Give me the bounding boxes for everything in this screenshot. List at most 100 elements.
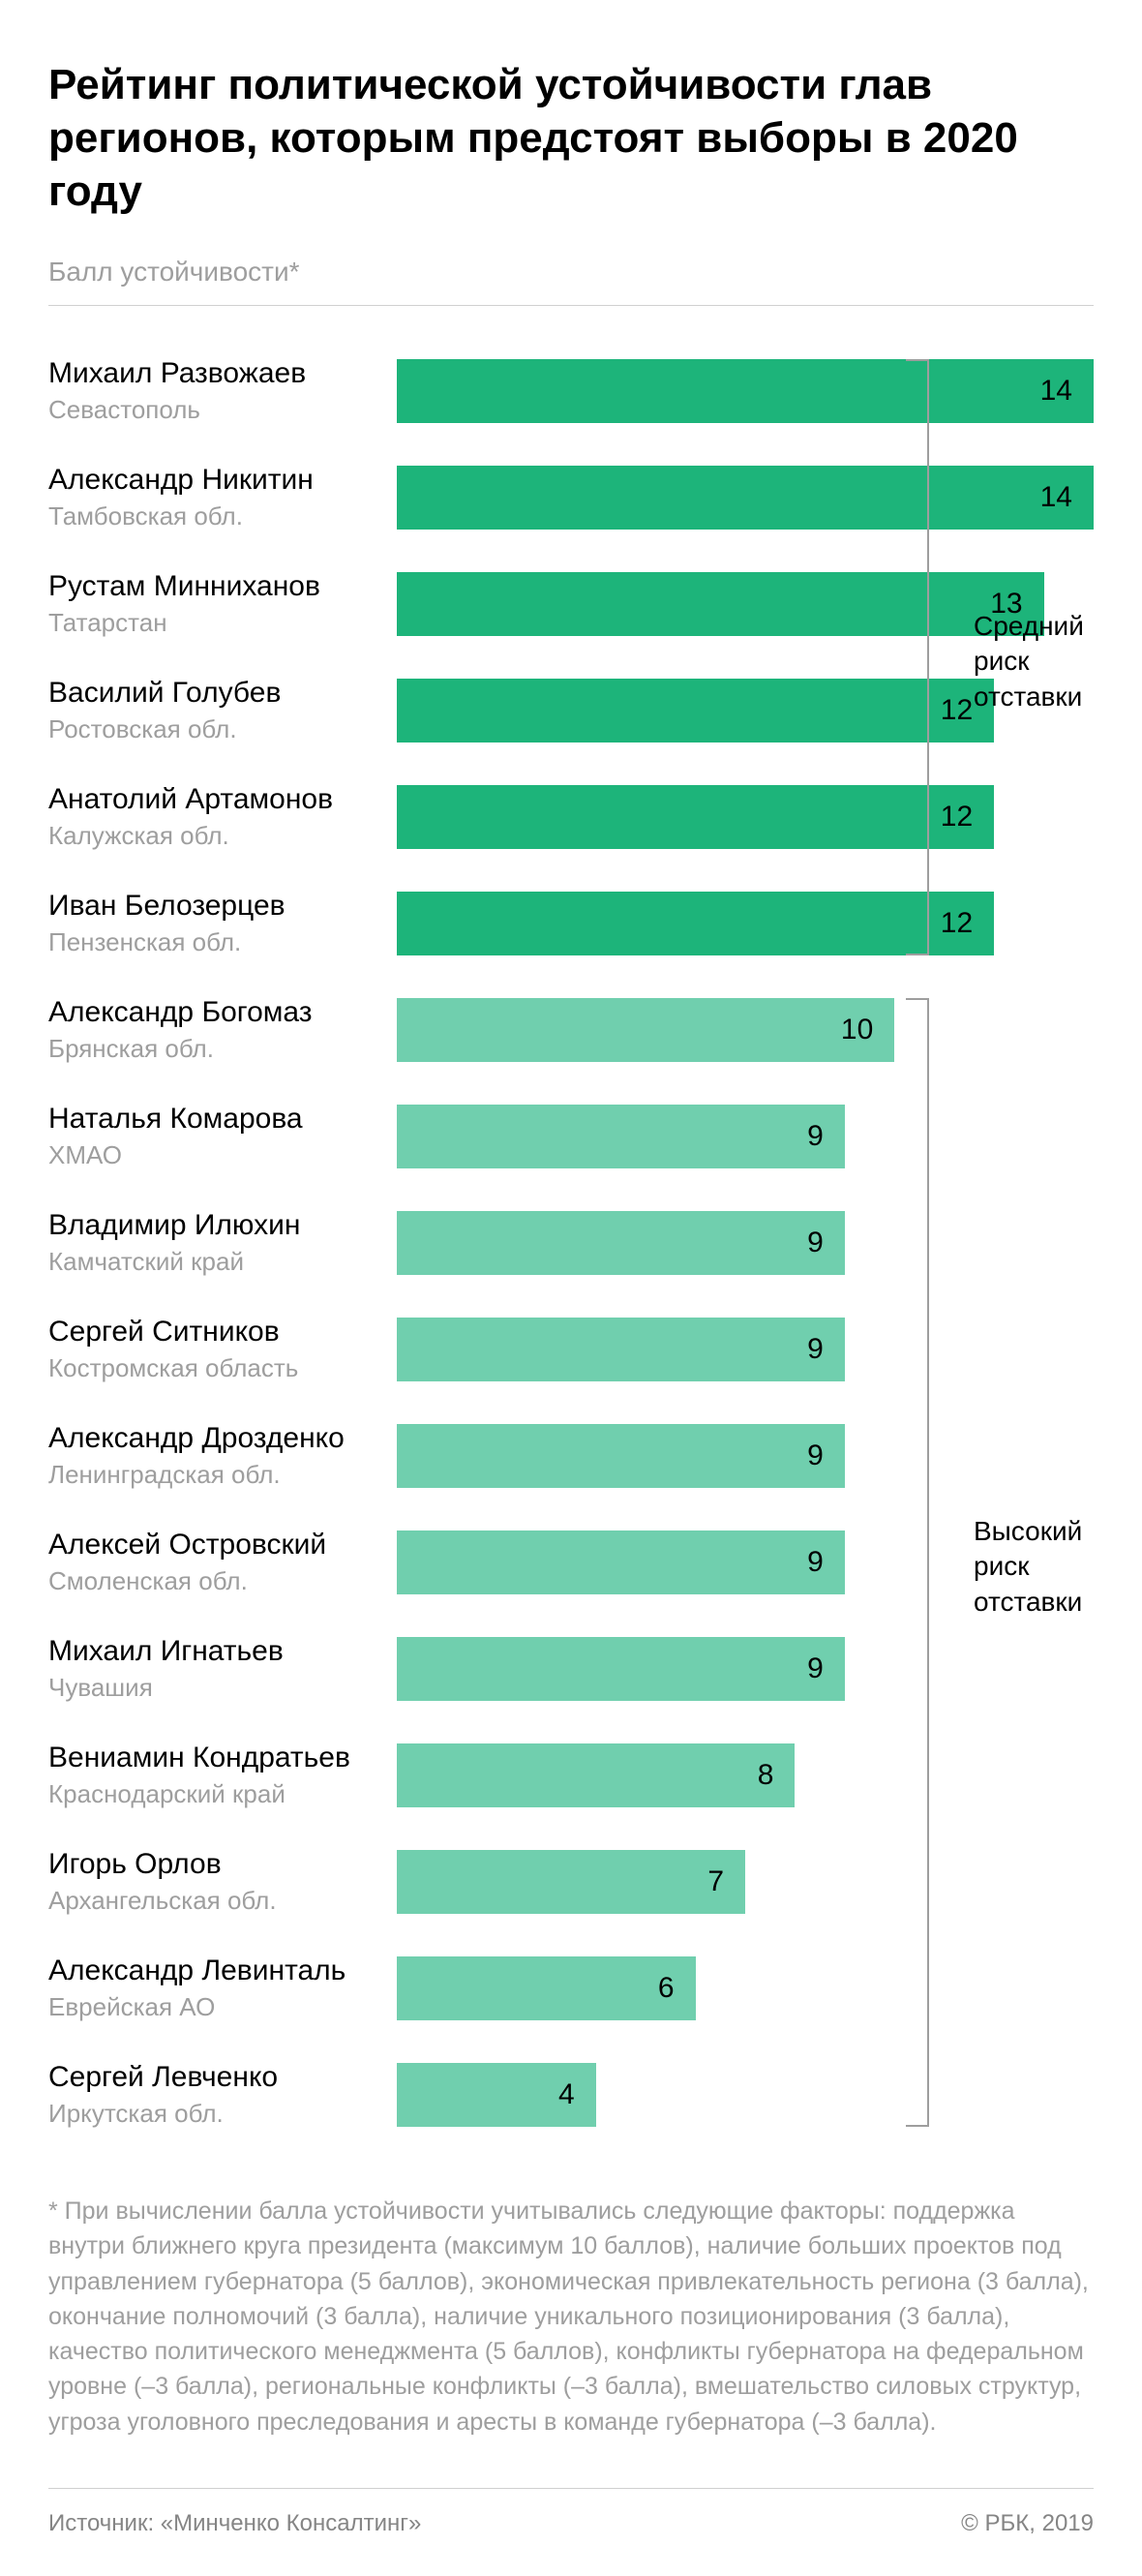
bar-value: 12 xyxy=(941,694,973,727)
row-labels: Наталья КомароваХМАО xyxy=(48,1102,397,1170)
bar-value: 6 xyxy=(658,1972,675,2005)
bar-value: 8 xyxy=(758,1759,774,1792)
person-name: Александр Дрозденко xyxy=(48,1421,387,1456)
row-labels: Рустам Минниханов Татарстан xyxy=(48,569,397,638)
bar: 14 xyxy=(397,359,1094,423)
row-labels: Сергей Левченко Иркутская обл. xyxy=(48,2060,397,2129)
bar-area: 4 xyxy=(397,2063,1094,2127)
bar: 12 xyxy=(397,679,994,742)
person-name: Александр Богомаз xyxy=(48,995,387,1030)
region-name: Смоленская обл. xyxy=(48,1566,387,1596)
person-name: Анатолий Артамонов xyxy=(48,782,387,817)
bar-area: 8 xyxy=(397,1743,1094,1807)
footer: Источник: «Минченко Консалтинг» © РБК, 2… xyxy=(48,2510,1094,2537)
row-labels: Михаил ИгнатьевЧувашия xyxy=(48,1634,397,1703)
bar-value: 9 xyxy=(807,1546,824,1579)
bar: 12 xyxy=(397,785,994,849)
bar: 7 xyxy=(397,1850,745,1914)
bar-value: 9 xyxy=(807,1652,824,1685)
person-name: Александр Левинталь xyxy=(48,1954,387,1988)
row-labels: Александр НикитинТамбовская обл. xyxy=(48,463,397,531)
footer-divider xyxy=(48,2488,1094,2489)
bar: 12 xyxy=(397,892,994,955)
chart-card: Рейтинг политической устойчивости глав р… xyxy=(0,0,1142,2576)
chart-row: Вениамин КондратьевКраснодарский край8 xyxy=(48,1729,1094,1822)
region-name: Севастополь xyxy=(48,395,387,425)
region-name: Иркутская обл. xyxy=(48,2099,387,2129)
row-labels: Игорь ОрловАрхангельская обл. xyxy=(48,1847,397,1916)
person-name: Сергей Ситников xyxy=(48,1315,387,1349)
bar: 14 xyxy=(397,466,1094,530)
person-name: Наталья Комарова xyxy=(48,1102,387,1136)
chart-row: Александр НикитинТамбовская обл. 14 xyxy=(48,451,1094,544)
region-name: Калужская обл. xyxy=(48,821,387,851)
source-text: Источник: «Минченко Консалтинг» xyxy=(48,2510,421,2537)
region-name: Архангельская обл. xyxy=(48,1886,387,1916)
bar-value: 14 xyxy=(1040,375,1072,408)
bar-area: 14 xyxy=(397,466,1094,530)
bar-area: 9 xyxy=(397,1211,1094,1275)
bar-area: 9 xyxy=(397,1318,1094,1381)
row-labels: Александр ЛевинтальЕврейская АО xyxy=(48,1954,397,2022)
region-name: Татарстан xyxy=(48,608,387,638)
person-name: Владимир Илюхин xyxy=(48,1208,387,1243)
chart-wrap: Михаил РазвожаевСевастополь14Александр Н… xyxy=(48,345,1094,2155)
chart-row: Александр Богомаз Брянская обл. 10 xyxy=(48,984,1094,1076)
row-labels: Михаил Развожаев Севастополь xyxy=(48,356,397,425)
chart-row: Сергей СитниковКостромская область9 xyxy=(48,1303,1094,1396)
bar-value: 9 xyxy=(807,1120,824,1153)
region-name: Брянская обл. xyxy=(48,1034,387,1064)
bar-value: 12 xyxy=(941,907,973,940)
bar: 4 xyxy=(397,2063,596,2127)
chart-row: Александр ЛевинтальЕврейская АО 6 xyxy=(48,1942,1094,2035)
bar-value: 14 xyxy=(1040,481,1072,514)
region-name: Пензенская обл. xyxy=(48,927,387,957)
bar: 13 xyxy=(397,572,1044,636)
bar: 9 xyxy=(397,1530,845,1594)
chart-row: Анатолий Артамонов Калужская обл. 12 xyxy=(48,771,1094,864)
bar-area: 12 xyxy=(397,785,1094,849)
row-labels: Анатолий Артамонов Калужская обл. xyxy=(48,782,397,851)
bar: 9 xyxy=(397,1424,845,1488)
bar: 9 xyxy=(397,1318,845,1381)
bar-value: 9 xyxy=(807,1227,824,1259)
bar-value: 9 xyxy=(807,1440,824,1472)
region-name: Тамбовская обл. xyxy=(48,501,387,531)
bar-area: 9 xyxy=(397,1530,1094,1594)
bar-area: 12 xyxy=(397,892,1094,955)
chart-row: Иван БелозерцевПензенская обл. 12 xyxy=(48,877,1094,970)
chart-row: Наталья КомароваХМАО 9 xyxy=(48,1090,1094,1183)
person-name: Василий Голубев xyxy=(48,676,387,711)
chart-row: Рустам Минниханов Татарстан 13 xyxy=(48,558,1094,651)
person-name: Михаил Развожаев xyxy=(48,356,387,391)
row-labels: Александр Богомаз Брянская обл. xyxy=(48,995,397,1064)
bar-area: 12 xyxy=(397,679,1094,742)
person-name: Сергей Левченко xyxy=(48,2060,387,2095)
person-name: Михаил Игнатьев xyxy=(48,1634,387,1669)
row-labels: Владимир Илюхин Камчатский край xyxy=(48,1208,397,1277)
row-labels: Иван БелозерцевПензенская обл. xyxy=(48,889,397,957)
bar-value: 7 xyxy=(707,1865,724,1898)
chart-row: Василий ГолубевРостовская обл. 12 xyxy=(48,664,1094,757)
bar: 10 xyxy=(397,998,894,1062)
chart-row: Сергей Левченко Иркутская обл. 4 xyxy=(48,2048,1094,2141)
chart-title: Рейтинг политической устойчивости глав р… xyxy=(48,58,1094,218)
bar-value: 13 xyxy=(990,588,1022,621)
bar: 9 xyxy=(397,1211,845,1275)
bar-area: 7 xyxy=(397,1850,1094,1914)
bar: 9 xyxy=(397,1105,845,1168)
divider xyxy=(48,305,1094,306)
chart-row: Михаил ИгнатьевЧувашия 9 xyxy=(48,1622,1094,1715)
row-labels: Василий ГолубевРостовская обл. xyxy=(48,676,397,744)
chart-row: Александр Дрозденко Ленинградская обл. 9 xyxy=(48,1409,1094,1502)
person-name: Рустам Минниханов xyxy=(48,569,387,604)
bar-area: 14 xyxy=(397,359,1094,423)
region-name: Ростовская обл. xyxy=(48,714,387,744)
row-labels: Алексей Островский Смоленская обл. xyxy=(48,1528,397,1596)
bar: 9 xyxy=(397,1637,845,1701)
copyright-text: © РБК, 2019 xyxy=(961,2510,1094,2537)
chart-subtitle: Балл устойчивости* xyxy=(48,257,1094,288)
person-name: Алексей Островский xyxy=(48,1528,387,1562)
region-name: Ленинградская обл. xyxy=(48,1460,387,1490)
region-name: Камчатский край xyxy=(48,1247,387,1277)
